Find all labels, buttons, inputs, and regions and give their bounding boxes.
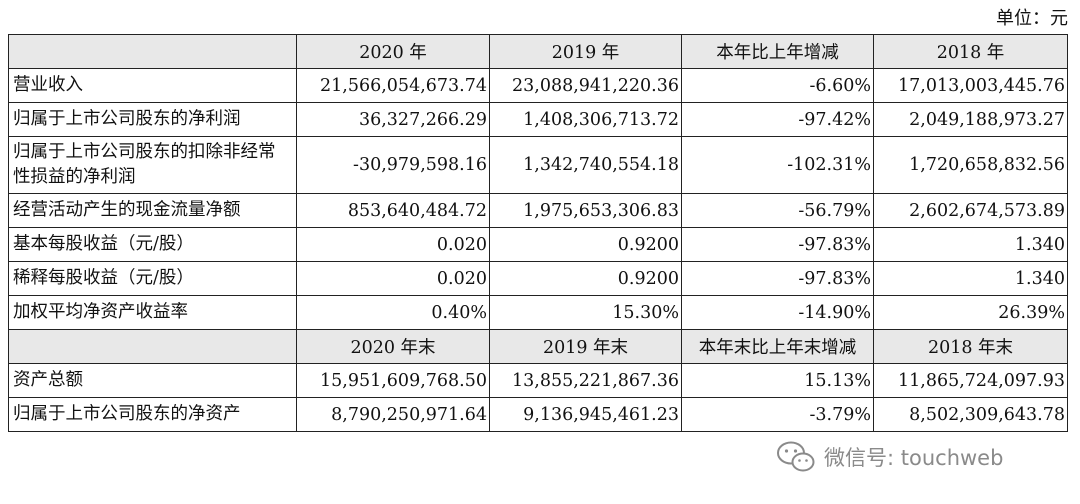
value-cell: 0.9200 [489,227,682,262]
header-cell: 本年末比上年末增减 [681,329,874,364]
row-label: 基本每股收益（元/股） [8,227,297,262]
value-cell: -3.79% [681,397,874,432]
value-cell: -6.60% [681,68,874,103]
value-cell: 1.340 [873,227,1068,262]
row-label: 归属于上市公司股东的扣除非经常性损益的净利润 [8,136,297,194]
table-row: 营业收入 21,566,054,673.74 23,088,941,220.36… [8,68,1068,103]
value-cell: -14.90% [681,295,874,330]
value-cell: 36,327,266.29 [296,102,490,137]
value-cell: 8,502,309,643.78 [873,397,1068,432]
value-cell: 15,951,609,768.50 [296,363,490,398]
table-row: 资产总额 15,951,609,768.50 13,855,221,867.36… [8,363,1068,398]
header-cell: 本年比上年增减 [681,34,874,69]
value-cell: 17,013,003,445.76 [873,68,1068,103]
value-cell: -102.31% [681,136,874,194]
value-cell: -30,979,598.16 [296,136,490,194]
row-label: 归属于上市公司股东的净资产 [8,397,297,432]
value-cell: 1,975,653,306.83 [489,193,682,228]
value-cell: 2,602,674,573.89 [873,193,1068,228]
table-row: 归属于上市公司股东的扣除非经常性损益的净利润 -30,979,598.16 1,… [8,136,1068,194]
value-cell: 0.9200 [489,261,682,296]
table-row: 加权平均净资产收益率 0.40% 15.30% -14.90% 26.39% [8,295,1068,330]
value-cell: 853,640,484.72 [296,193,490,228]
header-cell: 2019 年 [489,34,682,69]
row-label: 营业收入 [8,68,297,103]
watermark: 微信号: touchweb [776,440,1003,474]
value-cell: 2,049,188,973.27 [873,102,1068,137]
value-cell: 11,865,724,097.93 [873,363,1068,398]
table-header-row: 2020 年 2019 年 本年比上年增减 2018 年 [8,34,1068,69]
value-cell: 0.020 [296,261,490,296]
value-cell: 15.30% [489,295,682,330]
header-cell: 2018 年末 [873,329,1068,364]
financial-table: 2020 年 2019 年 本年比上年增减 2018 年 营业收入 21,566… [8,34,1068,432]
header-cell: 2020 年 [296,34,490,69]
table-header-row: 2020 年末 2019 年末 本年末比上年末增减 2018 年末 [8,329,1068,364]
header-cell: 2020 年末 [296,329,490,364]
row-label: 稀释每股收益（元/股） [8,261,297,296]
table-row: 归属于上市公司股东的净利润 36,327,266.29 1,408,306,71… [8,102,1068,137]
table-row: 归属于上市公司股东的净资产 8,790,250,971.64 9,136,945… [8,397,1068,432]
value-cell: 8,790,250,971.64 [296,397,490,432]
header-cell: 2019 年末 [489,329,682,364]
value-cell: 0.40% [296,295,490,330]
value-cell: -97.83% [681,261,874,296]
header-cell [8,34,297,69]
watermark-text: 微信号: touchweb [824,446,1004,470]
value-cell: 1,720,658,832.56 [873,136,1068,194]
value-cell: 1,342,740,554.18 [489,136,682,194]
value-cell: 1.340 [873,261,1068,296]
table-row: 基本每股收益（元/股） 0.020 0.9200 -97.83% 1.340 [8,227,1068,262]
value-cell: 26.39% [873,295,1068,330]
value-cell: 1,408,306,713.72 [489,102,682,137]
row-label: 经营活动产生的现金流量净额 [8,193,297,228]
unit-label: 单位：元 [996,8,1068,29]
table-row: 经营活动产生的现金流量净额 853,640,484.72 1,975,653,3… [8,193,1068,228]
value-cell: 0.020 [296,227,490,262]
header-cell [8,329,297,364]
value-cell: 21,566,054,673.74 [296,68,490,103]
value-cell: 23,088,941,220.36 [489,68,682,103]
value-cell: -56.79% [681,193,874,228]
value-cell: -97.42% [681,102,874,137]
value-cell: -97.83% [681,227,874,262]
row-label: 归属于上市公司股东的净利润 [8,102,297,137]
value-cell: 9,136,945,461.23 [489,397,682,432]
value-cell: 13,855,221,867.36 [489,363,682,398]
row-label: 加权平均净资产收益率 [8,295,297,330]
wechat-icon [776,440,816,474]
row-label: 资产总额 [8,363,297,398]
value-cell: 15.13% [681,363,874,398]
table-row: 稀释每股收益（元/股） 0.020 0.9200 -97.83% 1.340 [8,261,1068,296]
header-cell: 2018 年 [873,34,1068,69]
